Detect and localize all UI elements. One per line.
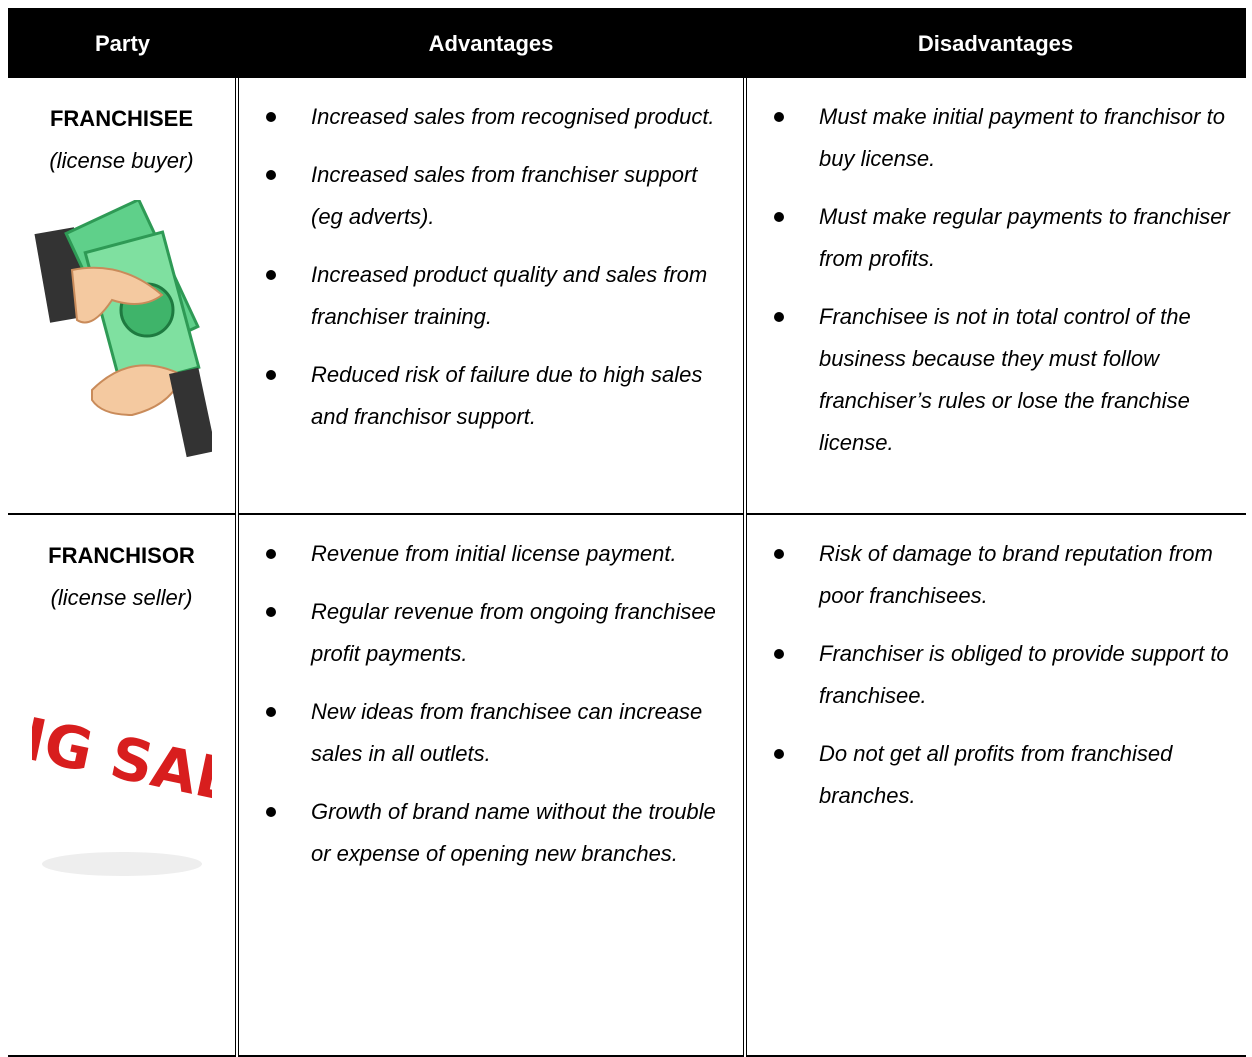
list-item: Franchiser is obliged to provide support… [747,633,1236,717]
party-name: FRANCHISOR [48,543,195,568]
party-cell: FRANCHISOR (license seller) BIG SALE [8,514,239,1057]
table-row: FRANCHISEE (license buyer) Increased sal… [8,78,1246,515]
list-item: Do not get all profits from franchised b… [747,733,1236,817]
header-cell: Disadvantages [745,8,1246,78]
list-item: Must make regular payments to franchiser… [747,196,1236,280]
list-item: Risk of damage to brand reputation from … [747,533,1236,617]
big-sale-image: BIG SALE [32,695,212,876]
document: Party Advantages Disadvantages FRANCHISE… [8,8,1246,1057]
header-row: Party Advantages Disadvantages [8,8,1246,78]
disadvantages-cell: Must make initial payment to franchisor … [745,78,1246,515]
list-item: Reduced risk of failure due to high sale… [239,354,733,438]
advantages-list: Revenue from initial license payment. Reg… [239,515,743,903]
party-role: (license buyer) [49,148,194,173]
list-item: Increased sales from franchiser support … [239,154,733,238]
comparison-table: Party Advantages Disadvantages FRANCHISE… [8,8,1246,1057]
header-cell: Advantages [237,8,745,78]
disadvantages-cell: Risk of damage to brand reputation from … [745,514,1246,1057]
party-name: FRANCHISEE [49,106,193,131]
page: {"header": {"columns": ["Party", "Advant… [8,8,1246,1057]
list-item: Growth of brand name without the trouble… [239,791,733,875]
list-item: New ideas from franchisee can increase s… [239,691,733,775]
list-item: Regular revenue from ongoing franchisee … [239,591,733,675]
image-text: BIG SALE [32,695,212,823]
money-hands-image [33,200,212,458]
table-row: FRANCHISOR (license seller) BIG SALE Rev… [8,514,1246,1057]
header-cell: Party [8,8,237,78]
list-item: Increased product quality and sales from… [239,254,733,338]
list-item: Revenue from initial license payment. [239,533,733,575]
advantages-cell: Increased sales from recognised product.… [237,78,747,515]
disadvantages-list: Must make initial payment to franchisor … [747,78,1246,492]
list-item: Must make initial payment to franchisor … [747,96,1236,180]
disadvantages-list: Risk of damage to brand reputation from … [747,515,1246,845]
list-item: Increased sales from recognised product. [239,96,733,138]
advantages-cell: Revenue from initial license payment. Reg… [237,514,747,1057]
advantages-list: Increased sales from recognised product.… [239,78,743,466]
list-item: Franchisee is not in total control of th… [747,296,1236,464]
party-role: (license seller) [50,585,193,610]
party-cell: FRANCHISEE (license buyer) [8,78,239,515]
